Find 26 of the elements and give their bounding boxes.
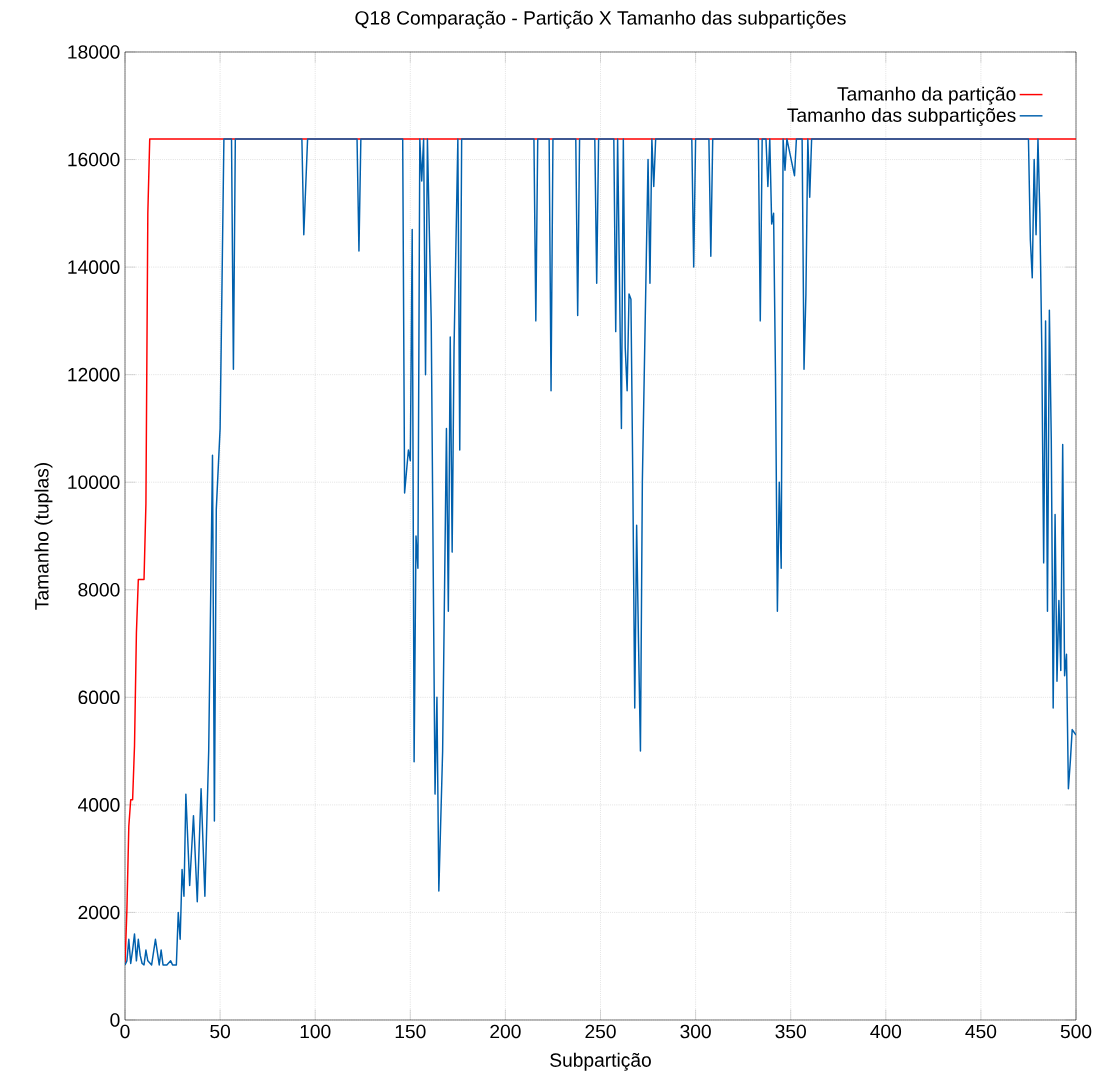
x-tick-label: 200 <box>490 1024 521 1039</box>
x-tick-label: 250 <box>585 1024 616 1039</box>
y-tick-label: 0 <box>110 1013 120 1027</box>
y-tick-label: 6000 <box>78 690 120 705</box>
x-tick-label: 50 <box>210 1024 231 1039</box>
y-tick-label: 4000 <box>78 798 120 812</box>
y-tick-label: 2000 <box>78 905 120 920</box>
y-tick-label: 18000 <box>68 45 120 59</box>
x-tick-label: 450 <box>965 1024 997 1039</box>
y-tick-label: 16000 <box>68 152 120 167</box>
y-axis-title: Tamanho (tuplas) <box>34 463 53 610</box>
chart-title: Q18 Comparação - Partição X Tamanho das subpartições <box>355 10 846 29</box>
x-tick-label: 300 <box>680 1024 711 1039</box>
y-tick-label: 8000 <box>78 582 120 597</box>
y-tick-label: 10000 <box>68 475 120 490</box>
y-tick-label: 14000 <box>68 260 120 274</box>
x-tick-label: 350 <box>775 1024 806 1039</box>
y-tick-label: 12000 <box>68 367 120 382</box>
x-tick-label: 400 <box>870 1024 902 1039</box>
legend-label: Tamanho das subpartições <box>787 107 1016 126</box>
x-tick-label: 0 <box>120 1024 130 1039</box>
x-tick-label: 500 <box>1060 1024 1092 1039</box>
x-tick-label: 100 <box>300 1024 331 1039</box>
x-axis-title: Subpartição <box>550 1052 651 1071</box>
legend-label: Tamanho da partição <box>837 86 1016 105</box>
x-tick-label: 150 <box>395 1024 426 1039</box>
